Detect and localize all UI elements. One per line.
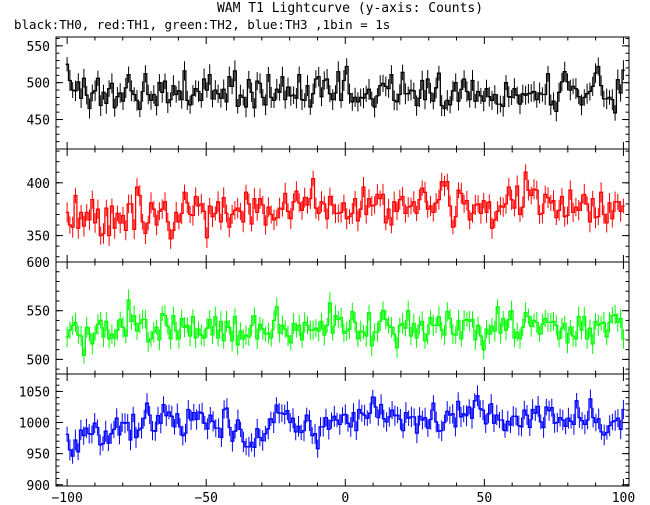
x-tick-label: −50 bbox=[194, 491, 217, 505]
series-line-th3 bbox=[65, 395, 625, 457]
series-line-th1 bbox=[65, 171, 625, 240]
panels-group: 450 500 550 350 400 500 550 600 900 950 1000 1050 bbox=[19, 36, 630, 494]
x-tick-label: 100 bbox=[612, 491, 635, 505]
x-tick-label: 0 bbox=[341, 491, 349, 505]
y-tick-label: 500 bbox=[27, 353, 50, 368]
series-line-th0 bbox=[65, 63, 625, 114]
x-tick-label: −100 bbox=[51, 491, 82, 505]
y-tick-label: 950 bbox=[27, 448, 50, 463]
y-tick-label: 550 bbox=[27, 40, 50, 55]
y-tick-label: 1000 bbox=[19, 417, 50, 432]
panel-th1: 350 400 bbox=[27, 148, 630, 263]
y-tick-label: 450 bbox=[27, 114, 50, 129]
y-tick-label: 550 bbox=[27, 305, 50, 320]
y-tick-label: 1050 bbox=[19, 385, 50, 400]
chart-subtitle: black:TH0, red:TH1, green:TH2, blue:TH3 … bbox=[14, 17, 390, 32]
y-tick-label: 400 bbox=[27, 177, 50, 192]
panel-th0: 450 500 550 bbox=[27, 36, 630, 150]
y-tick-label: 350 bbox=[27, 230, 50, 245]
x-tick-label: 50 bbox=[477, 491, 493, 505]
y-tick-label: 500 bbox=[27, 77, 50, 92]
chart-title: WAM T1 Lightcurve (y-axis: Counts) bbox=[217, 1, 483, 16]
panel-frame bbox=[55, 373, 630, 487]
series-line-th2 bbox=[65, 299, 625, 357]
y-tick-label: 900 bbox=[27, 479, 50, 494]
errorbars-th2 bbox=[66, 289, 624, 364]
y-tick-label: 600 bbox=[27, 256, 50, 271]
x-axis: −100 −50 0 50 100 bbox=[51, 491, 635, 505]
panel-th2: 500 550 600 bbox=[27, 256, 630, 375]
panel-th3: 900 950 1000 1050 bbox=[19, 373, 630, 494]
